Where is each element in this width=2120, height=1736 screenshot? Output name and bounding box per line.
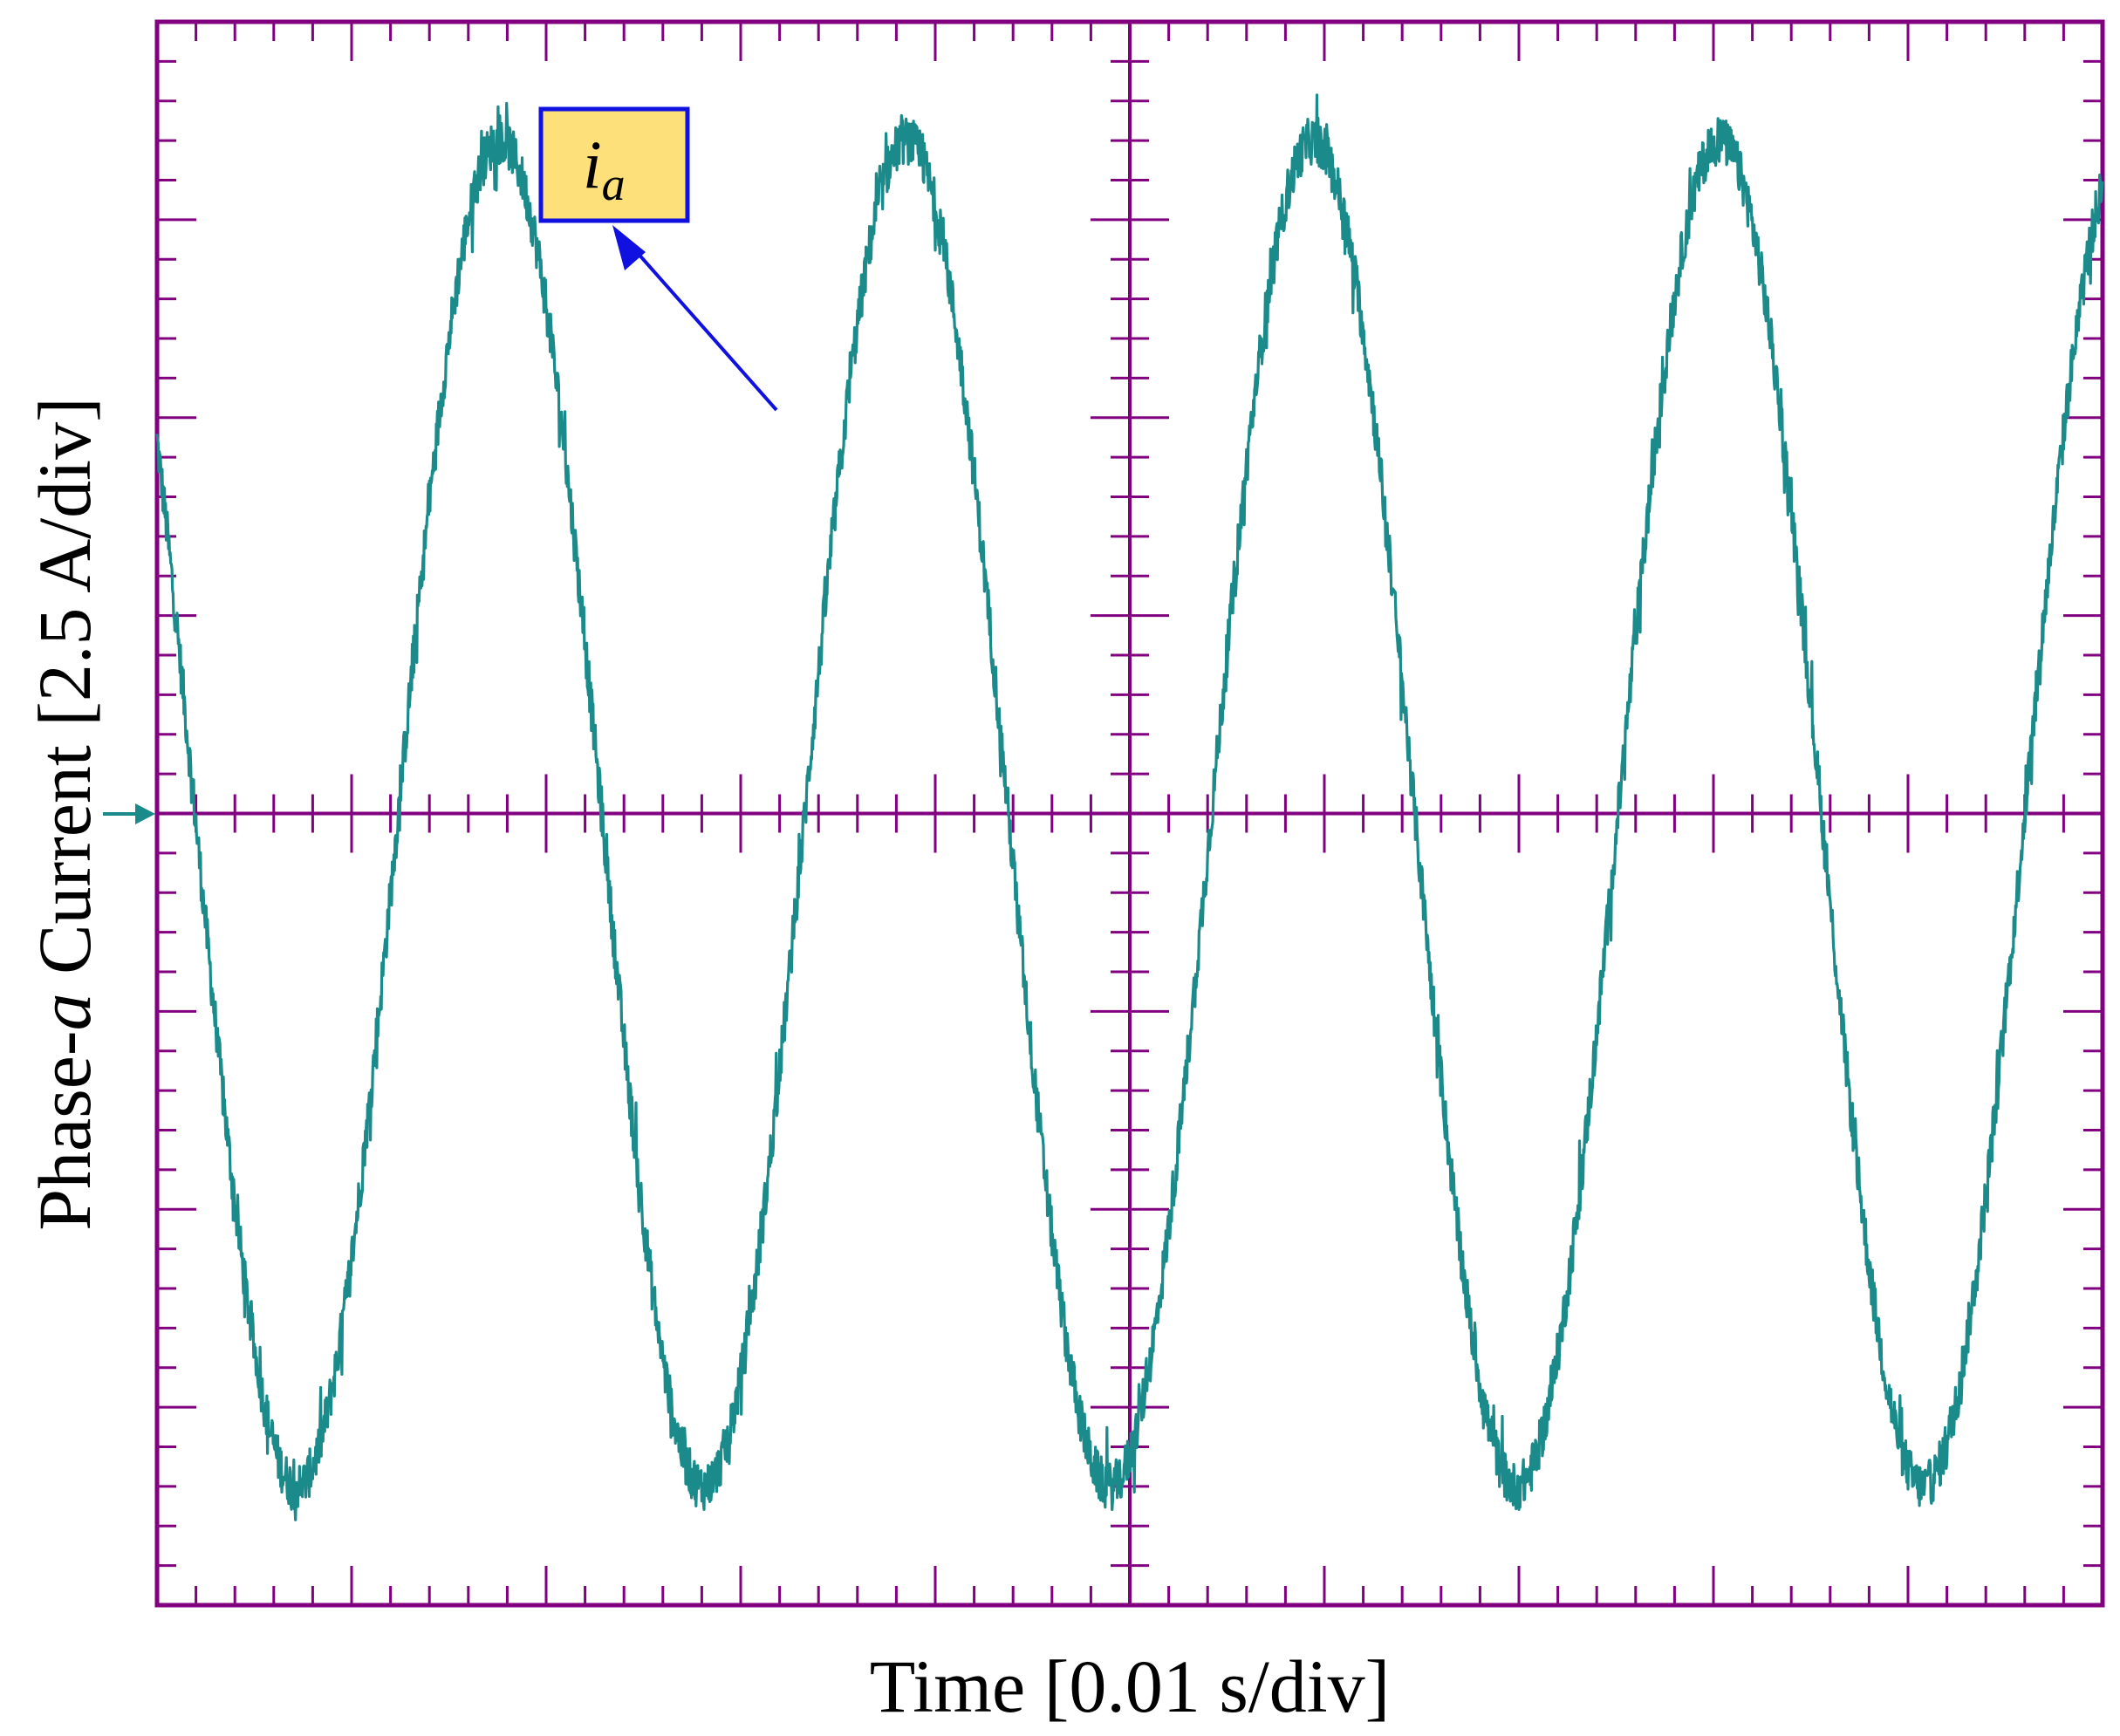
annotation-label-box: [538, 106, 690, 223]
trace-label-i-a: ia: [538, 106, 778, 412]
ground-level-marker: [103, 803, 155, 824]
y-axis-label: Phase-a Current [2.5 A/div]: [23, 397, 106, 1230]
center-crosshair: [157, 22, 2103, 1605]
annotation-arrow-line: [628, 243, 778, 412]
annotation-arrow-head: [612, 225, 646, 270]
annotation-label-text: ia: [583, 126, 626, 210]
x-axis-label: Time [0.01 s/div]: [870, 1644, 1391, 1728]
trace-i-a: [155, 93, 2104, 1521]
